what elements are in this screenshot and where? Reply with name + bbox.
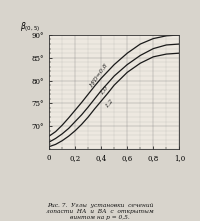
- Text: $\beta_{(0,5)}$: $\beta_{(0,5)}$: [20, 20, 41, 34]
- Text: 1,0: 1,0: [99, 84, 109, 95]
- Text: H/D=0,8: H/D=0,8: [89, 62, 109, 88]
- Text: 1,2: 1,2: [104, 98, 114, 109]
- Text: Рис. 7.  Углы  установки  сечений
лопасти  НА  и  ВА  с  открытым
винтом на р = : Рис. 7. Углы установки сечений лопасти Н…: [46, 203, 154, 220]
